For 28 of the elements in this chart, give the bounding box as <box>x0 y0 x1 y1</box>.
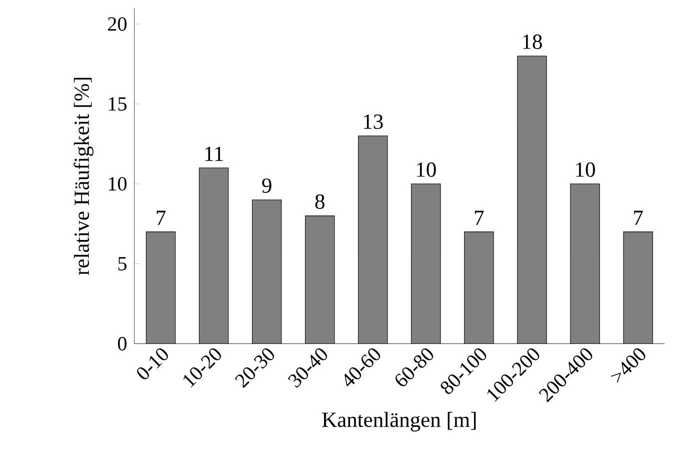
bar <box>517 56 547 344</box>
bar <box>198 168 229 344</box>
bar <box>464 231 494 344</box>
y-tick-label: 20 <box>108 17 127 31</box>
bar <box>305 215 335 344</box>
data-label: 10 <box>417 162 436 177</box>
x-tick-label: 0-10 <box>137 348 168 380</box>
bar <box>570 183 600 344</box>
data-label: 11 <box>205 146 223 161</box>
bar <box>358 136 388 344</box>
y-axis-title: relative Häufigkeit [%] <box>74 78 94 275</box>
data-label: 10 <box>576 162 595 177</box>
data-label: 18 <box>523 34 542 49</box>
bar <box>411 183 441 344</box>
y-tick-label: 10 <box>108 176 127 191</box>
data-label: 13 <box>364 114 383 129</box>
y-tick-label: 5 <box>118 256 126 270</box>
y-tick-label: 15 <box>108 97 126 111</box>
data-label: 7 <box>156 210 166 225</box>
data-label: 7 <box>634 210 643 225</box>
data-label: 7 <box>475 210 484 225</box>
bar <box>252 199 282 344</box>
y-tick-label: 0 <box>118 336 127 350</box>
bar <box>146 231 176 344</box>
x-axis-title: Kantenlängen [m] <box>322 412 476 432</box>
data-label: 9 <box>262 178 272 193</box>
bar <box>623 231 653 344</box>
data-label: 8 <box>315 194 324 209</box>
